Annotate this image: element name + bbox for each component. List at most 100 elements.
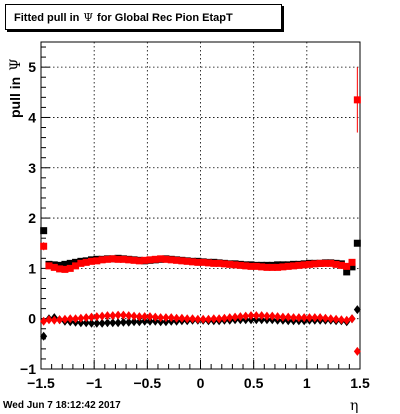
data-point-square [231, 261, 239, 269]
y-tick-label: 1 [28, 260, 36, 276]
data-point-square [252, 262, 260, 270]
data-point-square [348, 263, 356, 271]
data-point-diamond [93, 318, 101, 328]
y-axis-label-symbol: Ψ [8, 58, 24, 71]
data-point-square [353, 96, 361, 104]
data-point-square [295, 261, 303, 269]
data-point-diamond [125, 311, 133, 321]
data-point-diamond [300, 313, 308, 323]
data-point-square [109, 255, 117, 263]
data-point-diamond [343, 315, 351, 325]
data-point-square [151, 255, 159, 263]
data-point-diamond [194, 314, 202, 324]
data-point-square [226, 260, 234, 268]
data-point-diamond [151, 312, 159, 322]
data-point-diamond [72, 314, 80, 324]
data-point-diamond [141, 316, 149, 326]
data-point-diamond [167, 313, 175, 323]
data-point-diamond [40, 331, 48, 341]
data-point-diamond [146, 316, 154, 326]
title-symbol: Ψ [83, 11, 94, 24]
data-point-diamond [40, 316, 48, 326]
data-point-diamond [199, 314, 207, 324]
data-point-diamond [56, 315, 64, 325]
data-point-diamond [353, 346, 361, 356]
y-axis-label: pull in Ψ [7, 59, 24, 119]
y-tick-label: 2 [28, 210, 36, 226]
data-point-square [119, 255, 127, 263]
x-axis-label: η [350, 398, 359, 414]
data-point-square [146, 256, 154, 264]
data-point-diamond [290, 313, 298, 323]
data-point-diamond [305, 313, 313, 323]
y-tick-label: 4 [28, 109, 36, 125]
data-point-diamond [263, 311, 271, 321]
data-point-square [178, 257, 186, 265]
y-tick-label: 3 [28, 160, 36, 176]
data-point-diamond [88, 318, 96, 328]
x-tick-label: −1 [86, 375, 102, 391]
data-point-square [141, 256, 149, 264]
data-point-square [199, 258, 207, 266]
data-point-square [194, 258, 202, 266]
title-prefix: Fitted pull in [14, 12, 80, 24]
data-point-square [332, 260, 340, 268]
data-point-square [98, 256, 106, 264]
data-point-square [316, 259, 324, 267]
data-point-square [353, 239, 361, 247]
data-point-square [300, 261, 308, 269]
data-point-diamond [141, 312, 149, 322]
data-point-diamond [332, 314, 340, 324]
data-point-diamond [337, 315, 345, 325]
grid-lines [41, 42, 360, 369]
data-point-diamond [215, 314, 223, 324]
datestamp: Wed Jun 7 18:12:42 2017 [3, 400, 121, 411]
data-point-diamond [130, 311, 138, 321]
data-point-diamond [135, 317, 143, 327]
data-point-diamond [114, 310, 122, 320]
data-point-square [61, 265, 69, 273]
data-point-square [173, 256, 181, 264]
data-point-square [242, 262, 250, 270]
x-tick-label: −1.5 [27, 375, 55, 391]
data-point-diamond [220, 313, 228, 323]
data-point-square [263, 263, 271, 271]
data-point-square [343, 268, 351, 276]
data-point-diamond [231, 312, 239, 322]
x-tick-label: −0.5 [134, 375, 162, 391]
data-point-diamond [268, 311, 276, 321]
data-point-diamond [183, 314, 191, 324]
data-point-square [305, 260, 313, 268]
y-tick-label: −1 [20, 361, 36, 377]
data-point-diamond [93, 312, 101, 322]
data-point-diamond [162, 313, 170, 323]
data-point-square [236, 261, 244, 269]
data-point-diamond [146, 312, 154, 322]
data-point-diamond [295, 313, 303, 323]
data-point-square [157, 255, 165, 263]
data-point-square [343, 262, 351, 270]
data-point-square [311, 260, 319, 268]
data-point-diamond [103, 318, 111, 328]
data-point-diamond [204, 314, 212, 324]
data-point-square [77, 259, 85, 267]
data-point-diamond [103, 311, 111, 321]
data-point-diamond [321, 313, 329, 323]
data-point-square [290, 262, 298, 270]
data-point-square [103, 255, 111, 263]
data-point-square [204, 259, 212, 267]
data-point-square [220, 260, 228, 268]
x-tick-label: 1 [303, 375, 311, 391]
data-point-diamond [252, 311, 260, 321]
data-point-diamond [98, 311, 106, 321]
data-point-square [327, 259, 335, 267]
y-axis-label-text: pull in [7, 76, 23, 118]
x-tick-label: 0.5 [244, 375, 264, 391]
data-point-diamond [284, 312, 292, 322]
data-point-diamond [189, 314, 197, 324]
data-point-diamond [88, 312, 96, 322]
